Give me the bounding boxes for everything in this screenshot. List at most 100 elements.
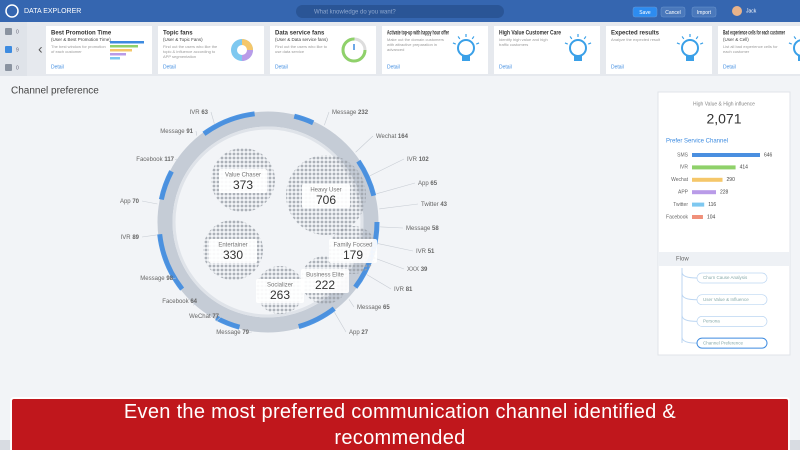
card-icon	[574, 56, 582, 61]
card-link[interactable]: Detail	[51, 64, 64, 70]
ring-label-value: 98	[166, 276, 173, 282]
segment-label-box	[219, 169, 267, 193]
search-placeholder: What knowledge do you want?	[314, 10, 396, 16]
ring-label-name: Message	[332, 110, 357, 116]
channel-value: 646	[764, 152, 773, 158]
search-box[interactable]	[296, 5, 504, 18]
ring-label: XXX 39	[407, 267, 428, 273]
card-link[interactable]: Detail	[387, 64, 400, 70]
card-icon	[341, 37, 367, 63]
card-icon	[686, 56, 694, 61]
prev-arrow[interactable]: ‹	[38, 41, 43, 57]
card-title: High Value Customer Care	[499, 31, 562, 37]
card	[494, 26, 600, 74]
segment-label-box	[301, 269, 349, 293]
card-link[interactable]: Detail	[611, 64, 624, 70]
ring-label: Message 98	[140, 276, 173, 282]
card-link[interactable]: Detail	[499, 64, 512, 70]
leader-line	[376, 182, 416, 195]
leader-line	[373, 257, 405, 270]
header-button[interactable]	[691, 6, 717, 18]
ring-label-value: 102	[419, 157, 430, 163]
user-avatar	[732, 6, 742, 16]
header-button[interactable]	[632, 6, 658, 18]
header-button[interactable]	[660, 6, 686, 18]
card-icon	[237, 45, 247, 55]
flow-step-label[interactable]: User Value & Influence	[703, 297, 749, 302]
segment-value: 373	[233, 178, 253, 192]
leader-line	[174, 158, 178, 160]
ring-label-name: IVR	[416, 249, 427, 255]
channel-bar	[692, 153, 760, 157]
channel-bar	[692, 202, 705, 207]
sidebar-icon[interactable]	[5, 64, 12, 71]
user-name[interactable]: Jack	[746, 8, 757, 14]
ring-label: Message 91	[160, 129, 193, 135]
leader-line	[334, 312, 347, 333]
channel-name: IVR	[680, 165, 689, 171]
ring-label: Wechat 164	[376, 134, 409, 140]
leader-line	[379, 203, 419, 210]
header-button-label[interactable]: Import	[697, 10, 712, 16]
panel-subtitle: Prefer Service Channel	[666, 139, 728, 145]
flow-step-label[interactable]: Persona	[703, 319, 720, 324]
ring-label: IVR 81	[394, 287, 413, 293]
card-description: List all bad experience cells for each c…	[723, 44, 778, 54]
segment-name: Family Focsed	[333, 243, 372, 249]
channel-bar	[692, 165, 736, 170]
sidebar-count: 9	[16, 47, 19, 53]
leader-line	[377, 243, 414, 252]
header-button-label[interactable]: Cancel	[665, 10, 681, 16]
ring-label-value: 58	[432, 226, 439, 232]
ring-label: App 70	[120, 199, 140, 205]
flow-step[interactable]	[696, 272, 768, 284]
flow-step-label[interactable]: Churn Cause Analysis	[703, 275, 748, 280]
card-icon	[788, 42, 792, 45]
card-icon	[110, 57, 120, 60]
ring-label-name: Twitter	[421, 202, 439, 208]
card-link[interactable]: Detail	[723, 64, 736, 70]
leader-line	[141, 200, 158, 205]
segment-name: Value Chaser	[225, 173, 261, 179]
ring-label: Facebook 117	[136, 157, 174, 163]
flow-step[interactable]	[696, 337, 768, 349]
channel-value: 116	[708, 202, 716, 208]
segment-label-box	[329, 239, 377, 263]
card-subtitle: (User & Cell)	[723, 37, 749, 42]
sidebar-icon[interactable]	[5, 46, 12, 53]
segment-label-box	[256, 279, 304, 303]
card-description: Analyze the expected result	[611, 37, 661, 42]
channel-value: 290	[727, 177, 736, 183]
segment-name: Socializer	[267, 283, 293, 289]
ring-label-value: 164	[398, 134, 409, 140]
sidebar-icon[interactable]	[5, 28, 12, 35]
ring-label-name: Message	[140, 276, 165, 282]
card-title: Best Promotion Time	[51, 31, 112, 37]
segment-value: 706	[316, 193, 336, 207]
card-title: Bad experience cells for each customer	[723, 31, 785, 37]
ring	[157, 111, 379, 333]
flow-step[interactable]	[696, 294, 768, 306]
ring-label-name: XXX	[407, 267, 419, 273]
segment-value: 222	[315, 278, 335, 292]
leader-line	[195, 130, 198, 136]
ring-label-name: IVR	[190, 110, 201, 116]
ring-label-value: 70	[132, 199, 139, 205]
header-button-label[interactable]: Save	[639, 10, 651, 16]
card-description-box: Analyze the expected result	[611, 37, 661, 42]
ring-label-name: IVR	[407, 157, 418, 163]
card-title: Topic fans	[163, 31, 193, 37]
ring-label: App 65	[418, 181, 438, 187]
card-icon	[110, 53, 126, 56]
card-description-box: Make out the domain customers with attra…	[387, 37, 444, 52]
card-link[interactable]: Detail	[275, 64, 288, 70]
card-link[interactable]: Detail	[163, 64, 176, 70]
flow-connector	[681, 271, 698, 279]
card-icon	[110, 41, 144, 44]
channel-bar	[692, 215, 703, 219]
ring-label-value: 117	[164, 157, 174, 163]
card	[270, 26, 376, 74]
flow-step[interactable]	[696, 316, 768, 327]
flow-step-label[interactable]: Channel Preference	[703, 340, 744, 345]
